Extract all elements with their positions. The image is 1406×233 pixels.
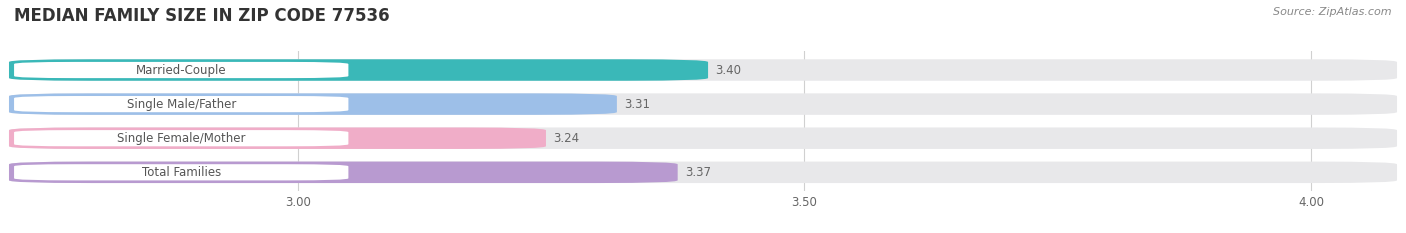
FancyBboxPatch shape <box>14 164 349 180</box>
FancyBboxPatch shape <box>8 93 617 115</box>
FancyBboxPatch shape <box>8 59 1398 81</box>
FancyBboxPatch shape <box>14 62 349 78</box>
Text: Single Male/Father: Single Male/Father <box>127 98 236 111</box>
Text: 3.37: 3.37 <box>685 166 711 179</box>
Text: Total Families: Total Families <box>142 166 221 179</box>
FancyBboxPatch shape <box>14 96 349 112</box>
FancyBboxPatch shape <box>8 127 1398 149</box>
Text: Married-Couple: Married-Couple <box>136 64 226 76</box>
FancyBboxPatch shape <box>8 93 1398 115</box>
Text: Single Female/Mother: Single Female/Mother <box>117 132 246 145</box>
FancyBboxPatch shape <box>8 127 546 149</box>
Text: Source: ZipAtlas.com: Source: ZipAtlas.com <box>1274 7 1392 17</box>
FancyBboxPatch shape <box>8 161 678 183</box>
Text: 3.24: 3.24 <box>553 132 579 145</box>
FancyBboxPatch shape <box>8 59 709 81</box>
Text: 3.31: 3.31 <box>624 98 650 111</box>
FancyBboxPatch shape <box>8 161 1398 183</box>
Text: 3.40: 3.40 <box>716 64 741 76</box>
Text: MEDIAN FAMILY SIZE IN ZIP CODE 77536: MEDIAN FAMILY SIZE IN ZIP CODE 77536 <box>14 7 389 25</box>
FancyBboxPatch shape <box>14 130 349 146</box>
